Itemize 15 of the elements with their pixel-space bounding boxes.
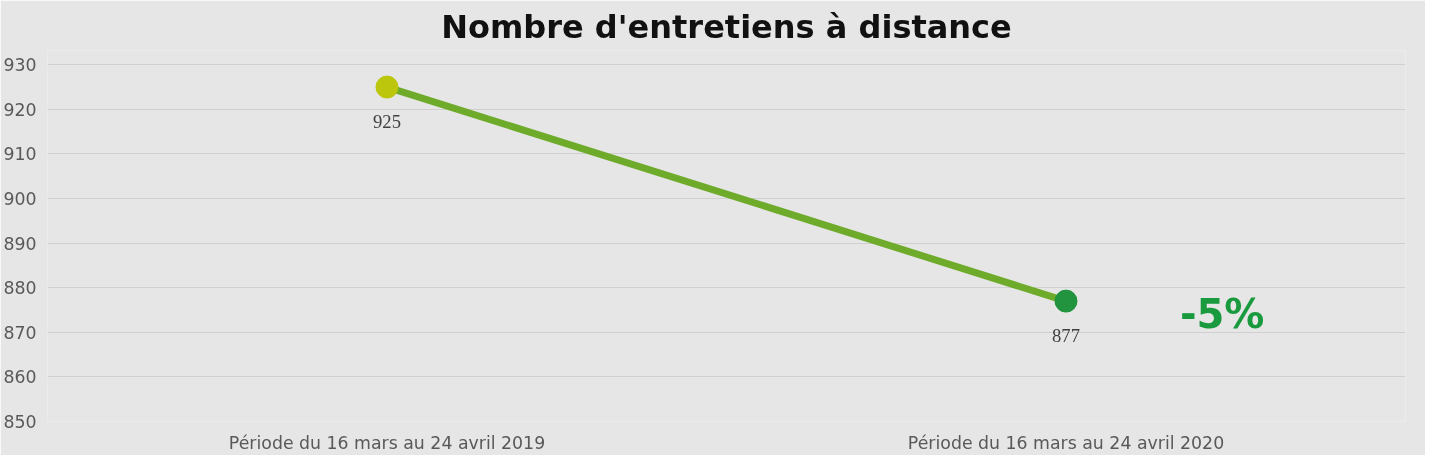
x-tick-label: Période du 16 mars au 24 avril 2019 [228, 432, 546, 453]
y-tick-label: 890 [3, 233, 37, 254]
y-tick-label: 850 [3, 412, 37, 432]
y-tick-label: 870 [3, 322, 37, 343]
y-tick-label: 860 [3, 367, 37, 388]
data-label: 925 [373, 111, 401, 133]
data-label: 877 [1052, 325, 1080, 347]
annotation: -5% [1179, 291, 1265, 338]
y-tick-label: 900 [3, 189, 37, 210]
y-tick-label: 930 [3, 55, 37, 76]
x-tick-label: Période du 16 mars au 24 avril 2020 [907, 432, 1225, 453]
y-tick-label: 880 [3, 278, 37, 299]
y-tick-label: 910 [3, 144, 37, 165]
chart-title: Nombre d'entretiens à distance [441, 7, 1012, 46]
y-tick-label: 920 [3, 99, 37, 120]
